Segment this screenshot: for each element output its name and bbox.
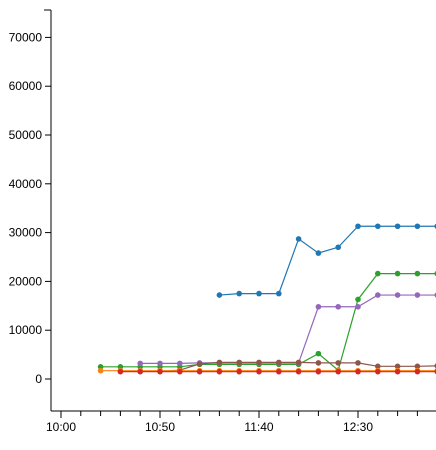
data-point [97,367,104,374]
y-tick-label: 50000 [9,128,43,142]
data-point [276,290,282,297]
data-point [236,368,242,375]
data-point [375,223,381,230]
data-point [216,359,223,366]
series-line [219,225,436,296]
data-point [196,361,203,367]
data-point [355,368,361,375]
data-point [414,270,421,277]
data-point [315,303,322,310]
data-point [394,292,401,298]
series-1 [97,270,436,374]
data-point [295,236,302,242]
data-point [117,364,124,370]
data-point [335,244,342,251]
x-tick-label: 10:00 [46,420,76,434]
data-point [137,360,143,367]
y-tick-label: 40000 [9,177,43,191]
data-point [295,359,302,366]
data-point [355,360,361,366]
data-point [196,368,203,375]
data-point [315,360,322,366]
data-point [157,360,163,367]
data-point [236,359,242,366]
data-point [394,368,401,375]
series-2 [137,292,436,367]
data-point [177,360,183,367]
y-tick-label: 10000 [9,323,43,337]
data-point [335,360,342,366]
data-point [414,363,421,370]
y-tick-label: 30000 [9,226,43,240]
data-point [117,368,124,375]
x-tick-label: 11:40 [244,420,273,434]
series-line [140,294,436,364]
x-tick-label: 12:30 [343,420,373,434]
y-tick-label: 20000 [9,274,43,288]
data-point [394,363,401,370]
data-point [375,292,381,298]
data-point [177,368,183,375]
data-point [216,292,223,298]
data-point [295,368,302,375]
y-tick-label: 60000 [9,79,43,93]
data-point [256,290,262,297]
data-point [394,270,401,277]
data-point [157,368,163,375]
data-point [414,368,421,375]
series-5 [117,368,436,375]
series-0 [216,223,436,298]
data-point [355,296,361,303]
data-point [414,223,421,230]
data-point [236,290,242,297]
axes: 0 10000 20000 30000 40000 50000 60000 70000 10:0… [9,9,436,434]
data-point [335,303,342,310]
data-point [315,350,322,357]
y-tick-label: 70000 [9,30,43,44]
plot-area [97,223,436,375]
y-tick-label: 0 [35,372,42,386]
data-point [256,368,262,375]
data-point [375,368,381,375]
data-point [394,223,401,230]
data-point [137,368,143,375]
data-point [375,270,381,277]
data-point [414,292,421,298]
data-point [276,359,282,366]
data-point [335,368,342,375]
data-point [355,303,361,310]
data-point [256,359,262,366]
data-point [216,368,223,375]
data-point [276,368,282,375]
data-point [315,250,322,256]
data-point [355,223,361,230]
data-point [375,363,381,370]
data-point [97,364,104,370]
series-4 [97,367,436,374]
data-point [315,368,322,375]
series-line [100,272,436,372]
x-tick-label: 10:50 [145,420,175,434]
